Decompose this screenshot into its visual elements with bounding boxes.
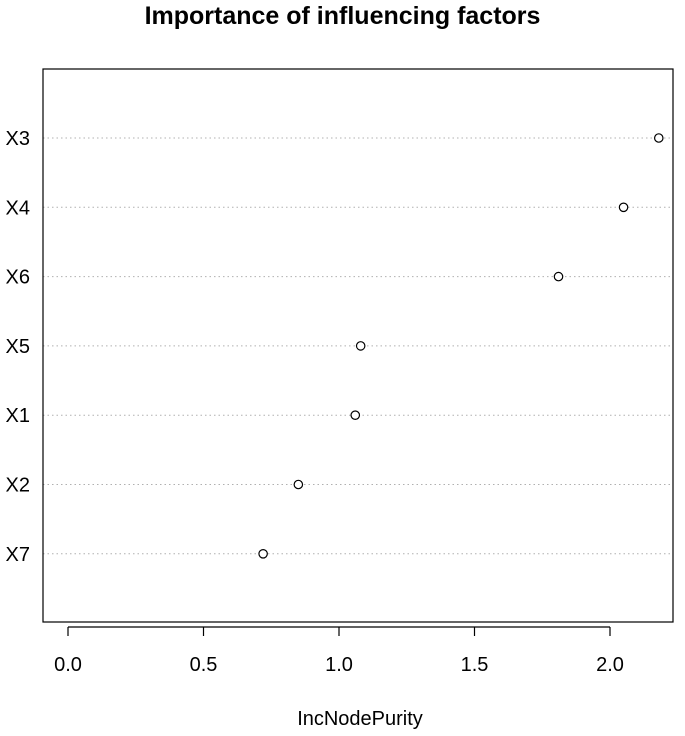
y-tick-label-x3: X3 (6, 128, 30, 150)
x-tick-label-0: 0.0 (54, 654, 82, 676)
plot-frame (42, 68, 674, 623)
x-tick-label-3: 1.5 (461, 654, 489, 676)
data-points (258, 133, 664, 559)
y-tick-labels: X3 X4 X6 X5 X1 X2 X7 (6, 128, 30, 566)
x-tick-label-4: 2.0 (596, 654, 624, 676)
data-point-x6 (553, 271, 564, 282)
y-tick-label-x2: X2 (6, 475, 30, 497)
x-axis-label: IncNodePurity (297, 708, 423, 730)
y-tick-label-x4: X4 (6, 197, 30, 219)
y-tick-label-x7: X7 (6, 544, 30, 566)
data-point-x4 (618, 202, 629, 213)
x-tick-label-2: 1.0 (325, 654, 353, 676)
data-point-x1 (350, 410, 361, 420)
x-axis: 0.0 0.5 1.0 1.5 2.0 (54, 626, 624, 676)
y-tick-label-x5: X5 (6, 336, 30, 358)
data-point-x7 (258, 548, 268, 559)
x-tick-label-1: 0.5 (190, 654, 218, 676)
chart-title: Importance of influencing factors (144, 2, 541, 30)
data-point-x5 (355, 341, 366, 351)
y-tick-label-x6: X6 (6, 267, 30, 289)
y-tick-label-x1: X1 (6, 405, 30, 427)
data-point-x3 (653, 133, 664, 143)
data-point-x2 (293, 479, 304, 490)
